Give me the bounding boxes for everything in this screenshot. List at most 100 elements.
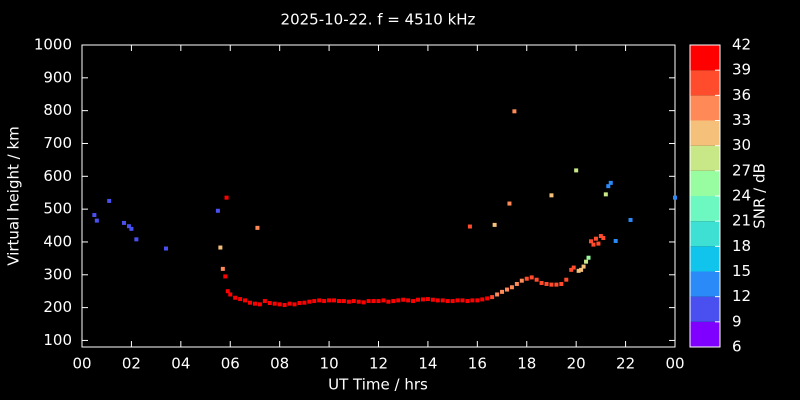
data-point	[603, 192, 608, 197]
colorbar-band	[690, 221, 720, 247]
data-point	[248, 300, 253, 305]
x-tick-label: 10	[320, 355, 339, 373]
data-point	[514, 281, 519, 286]
data-point	[512, 109, 517, 114]
data-point	[411, 299, 416, 304]
data-point	[430, 297, 435, 302]
data-point	[322, 299, 327, 304]
data-point	[465, 299, 470, 304]
data-point	[312, 299, 317, 304]
data-point	[495, 292, 500, 297]
data-point	[238, 297, 243, 302]
colorbar-tick-label: 18	[732, 237, 751, 255]
data-point	[376, 299, 381, 304]
data-point	[262, 299, 267, 304]
data-point	[490, 295, 495, 300]
data-point	[351, 299, 356, 304]
data-point	[544, 281, 549, 286]
data-point	[529, 275, 534, 280]
data-point	[534, 277, 539, 282]
x-tick-label: 02	[122, 355, 141, 373]
y-tick-label: 600	[43, 167, 72, 185]
colorbar-tick-label: 27	[732, 161, 751, 179]
data-point	[224, 195, 229, 200]
y-tick-label: 1000	[34, 36, 72, 54]
data-point	[673, 195, 677, 200]
x-axis-label: UT Time / hrs	[328, 376, 428, 394]
data-point	[215, 208, 220, 213]
data-point	[435, 298, 440, 303]
y-tick-label: 100	[43, 331, 72, 349]
colorbar-band	[690, 45, 720, 71]
data-point	[524, 276, 529, 281]
data-point	[406, 298, 411, 303]
x-tick-label: 14	[418, 355, 437, 373]
data-point	[223, 274, 228, 279]
colorbar-tick-label: 9	[732, 312, 742, 330]
data-point	[371, 299, 376, 304]
data-point	[628, 217, 633, 222]
data-point	[480, 297, 485, 302]
x-tick-label: 16	[468, 355, 487, 373]
x-tick-label: 04	[171, 355, 190, 373]
data-point	[519, 278, 524, 283]
data-point	[539, 280, 544, 285]
y-tick-label: 900	[43, 68, 72, 86]
data-point	[332, 298, 337, 303]
data-point	[317, 298, 322, 303]
data-point	[460, 298, 465, 303]
colorbar-band	[690, 120, 720, 146]
colorbar-tick-label: 15	[732, 262, 751, 280]
x-tick-label: 00	[72, 355, 91, 373]
colorbar-tick-label: 36	[732, 86, 751, 104]
colorbar-tick-label: 21	[732, 212, 751, 230]
data-point	[381, 298, 386, 303]
data-point	[391, 299, 396, 304]
colorbar-tick-label: 6	[732, 338, 742, 356]
data-point	[608, 180, 613, 185]
colorbar-tick-label: 33	[732, 111, 751, 129]
data-point	[492, 222, 497, 227]
data-point	[504, 287, 509, 292]
data-point	[601, 236, 606, 241]
data-point	[267, 301, 272, 306]
data-point	[485, 296, 490, 301]
data-point	[282, 302, 287, 307]
data-point	[327, 298, 332, 303]
data-point	[467, 224, 472, 229]
chart-title: 2025-10-22. f = 4510 kHz	[281, 11, 476, 29]
data-point	[126, 224, 131, 229]
colorbar-tick-label: 39	[732, 61, 751, 79]
data-point	[596, 241, 601, 246]
data-point	[507, 201, 512, 206]
data-point	[549, 193, 554, 198]
data-point	[450, 299, 455, 304]
data-point	[475, 298, 480, 303]
data-point	[225, 289, 230, 294]
data-point	[272, 301, 277, 306]
data-point	[257, 302, 262, 307]
data-point	[164, 246, 169, 251]
colorbar-label: SNR / dB	[751, 163, 769, 229]
data-point	[252, 301, 257, 306]
data-point	[554, 282, 559, 287]
y-tick-label: 500	[43, 200, 72, 218]
data-point	[134, 237, 139, 242]
colorbar-tick-label: 30	[732, 136, 751, 154]
y-tick-label: 200	[43, 298, 72, 316]
data-point	[606, 184, 611, 189]
data-point	[574, 168, 579, 173]
colorbar-band	[690, 70, 720, 96]
data-point	[243, 298, 248, 303]
x-tick-label: 18	[517, 355, 536, 373]
x-tick-label: 06	[221, 355, 240, 373]
data-point	[455, 298, 460, 303]
data-point	[586, 255, 591, 260]
colorbar-band	[690, 95, 720, 121]
y-axis-label: Virtual height / km	[5, 126, 23, 265]
x-tick-label: 20	[567, 355, 586, 373]
data-point	[564, 277, 569, 282]
data-point	[356, 299, 361, 304]
data-point	[500, 289, 505, 294]
